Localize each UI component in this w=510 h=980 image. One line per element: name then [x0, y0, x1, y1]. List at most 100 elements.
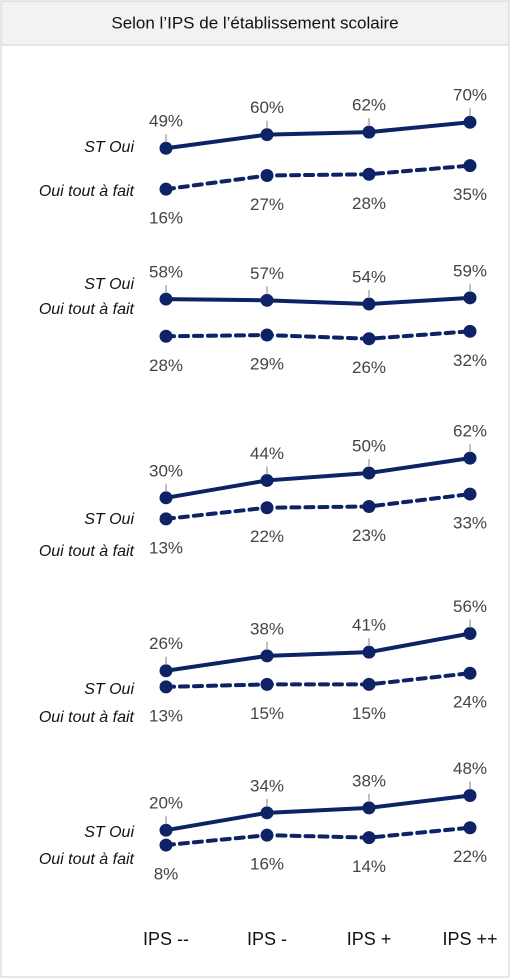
x-tick-label: IPS -- [143, 929, 189, 949]
point [260, 293, 274, 307]
series-label: ST Oui [84, 139, 134, 156]
data-label: 30% [149, 461, 183, 480]
point [362, 167, 376, 181]
data-label: 16% [149, 209, 183, 228]
data-label: 60% [250, 98, 284, 117]
data-label: 23% [352, 526, 386, 545]
point [463, 451, 477, 465]
data-label: 57% [250, 264, 284, 283]
series-label: ST Oui [84, 276, 134, 293]
series-label: ST Oui [84, 511, 134, 528]
data-label: 8% [154, 865, 179, 884]
point [159, 491, 173, 505]
series-label: Oui tout à fait [39, 183, 135, 200]
point [260, 828, 274, 842]
data-label: 28% [352, 194, 386, 213]
data-label: 58% [149, 263, 183, 282]
data-label: 13% [149, 706, 183, 725]
data-label: 24% [453, 693, 487, 712]
point [463, 821, 477, 835]
point [362, 297, 376, 311]
data-label: 62% [453, 422, 487, 441]
series-line [164, 631, 472, 673]
series-line [164, 456, 472, 500]
series-label: Oui tout à fait [39, 851, 135, 868]
point [159, 664, 173, 678]
data-label: 54% [352, 268, 386, 287]
data-label: 16% [250, 855, 284, 874]
data-label: 28% [149, 356, 183, 375]
point [362, 677, 376, 691]
series-line [164, 163, 472, 192]
point [362, 645, 376, 659]
chart-title: Selon l’IPS de l’établissement scolaire [111, 13, 398, 32]
data-label: 13% [149, 538, 183, 557]
point [159, 838, 173, 852]
series-label: Oui tout à fait [39, 301, 135, 318]
series-line [164, 492, 472, 521]
point [159, 512, 173, 526]
data-label: 32% [453, 351, 487, 370]
data-label: 22% [453, 847, 487, 866]
point [463, 324, 477, 338]
data-label: 35% [453, 185, 487, 204]
point [362, 466, 376, 480]
data-label: 14% [352, 857, 386, 876]
point [463, 291, 477, 305]
x-tick-label: IPS ++ [442, 929, 497, 949]
point [260, 677, 274, 691]
point [159, 680, 173, 694]
series-line [164, 825, 472, 848]
data-label: 34% [250, 776, 284, 795]
data-label: 29% [250, 355, 284, 374]
data-label: 48% [453, 759, 487, 778]
series-line [164, 671, 472, 689]
series-label: Oui tout à fait [39, 543, 135, 560]
point [463, 788, 477, 802]
x-tick-label: IPS + [347, 929, 392, 949]
point [463, 487, 477, 501]
point [260, 806, 274, 820]
data-label: 38% [250, 619, 284, 638]
point [362, 125, 376, 139]
point [362, 801, 376, 815]
data-label: 44% [250, 444, 284, 463]
series-label: ST Oui [84, 681, 134, 698]
data-label: 20% [149, 794, 183, 813]
data-label: 33% [453, 514, 487, 533]
data-label: 26% [352, 358, 386, 377]
series-line [164, 120, 472, 151]
point [260, 169, 274, 183]
point [362, 831, 376, 845]
data-label: 70% [453, 86, 487, 105]
series-label: Oui tout à fait [39, 709, 135, 726]
point [463, 666, 477, 680]
data-label: 41% [352, 616, 386, 635]
series-label: ST Oui [84, 824, 134, 841]
data-label: 59% [453, 261, 487, 280]
point [463, 627, 477, 641]
data-label: 22% [250, 527, 284, 546]
series-line [164, 329, 472, 341]
point [260, 328, 274, 342]
point [159, 292, 173, 306]
title-box [0, 0, 510, 46]
series-line [164, 295, 472, 307]
point [260, 501, 274, 515]
data-label: 38% [352, 771, 386, 790]
data-label: 62% [352, 96, 386, 115]
point [362, 499, 376, 513]
point [260, 473, 274, 487]
data-label: 56% [453, 597, 487, 616]
point [159, 329, 173, 343]
point [159, 182, 173, 196]
point [159, 823, 173, 837]
point [362, 332, 376, 346]
data-label: 15% [352, 704, 386, 723]
point [463, 115, 477, 129]
x-tick-label: IPS - [247, 929, 287, 949]
point [159, 141, 173, 155]
data-label: 50% [352, 436, 386, 455]
point [463, 159, 477, 173]
